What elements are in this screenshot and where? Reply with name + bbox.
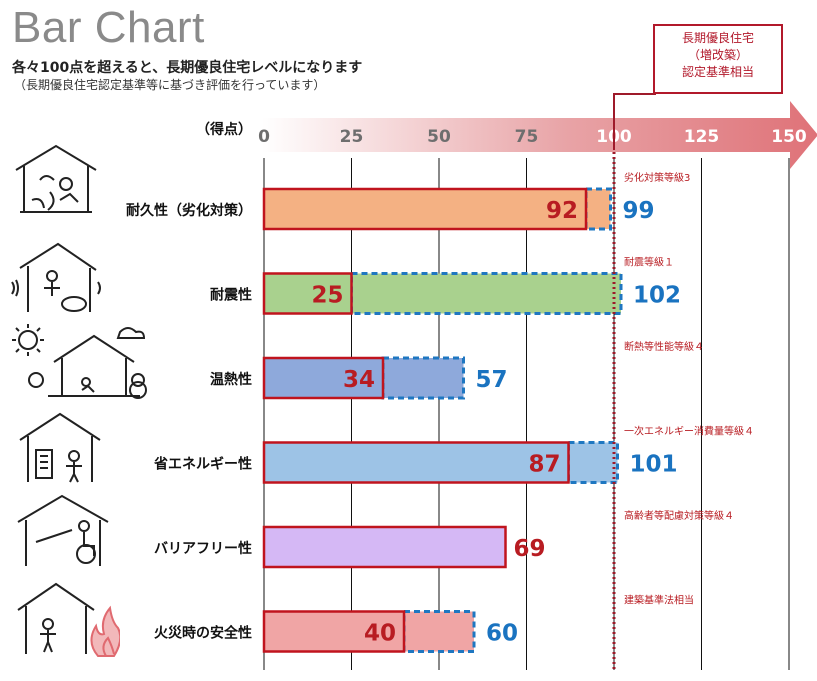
improved-value-label: 57 [476,367,508,393]
house-energy-icon [19,412,101,483]
category-label: 火災時の安全性 [154,625,252,642]
category-label: 耐久性（劣化対策） [126,202,252,219]
existing-bar [262,525,507,569]
improved-value-label: 101 [630,452,678,478]
house-fire-icon [17,582,120,657]
improved-bar [350,272,623,315]
standard-label: 断熱等性能等級４ [624,340,704,353]
callout-line: 長期優良住宅 [681,31,754,45]
tick-label: 0 [258,127,270,147]
standard-label: 建築基準法相当 [624,594,694,607]
axis-arrow [262,101,817,169]
callout-connector [613,93,656,150]
chart-note: （長期優良住宅認定基準等に基づき評価を行っています） [14,78,326,92]
value-label: 25 [311,283,343,309]
value-label: 40 [364,621,396,647]
improved-value-label: 102 [633,283,681,309]
standard-label: 劣化対策等級3 [624,171,690,184]
category-label: 省エネルギー性 [153,456,252,473]
tick-label: 150 [771,127,807,147]
house-decay-icon [15,144,97,213]
standard-label: 一次エネルギー消費量等級４ [624,425,754,438]
improved-value-label: 99 [623,198,655,224]
value-label: 92 [546,198,578,224]
improved-bar [381,356,465,400]
existing-bar [262,356,385,400]
tick-label: 25 [340,127,364,147]
existing-bar [262,441,570,484]
axis-title: （得点） [196,121,252,138]
standard-label: 耐震等級１ [624,256,674,269]
standard-label: 高齢者等配慮対策等級４ [624,509,734,522]
value-label: 34 [343,367,375,393]
threshold-callout: 長期優良住宅 （増改築） 認定基準相当 [653,24,783,94]
house-weather-icon [12,324,147,399]
existing-bar [262,272,353,315]
existing-bar [262,610,406,653]
category-label: バリアフリー性 [154,540,252,557]
category-label: 耐震性 [210,287,252,304]
house-earthquake-icon [11,242,101,312]
improved-bar [567,441,619,484]
chart-title: Bar Chart [12,3,205,52]
improved-value-label: 60 [486,621,518,647]
improved-bar [402,610,476,653]
value-label: 69 [514,536,546,562]
improved-bar [584,187,612,231]
house-wheelchair-icon [17,494,109,566]
tick-label: 50 [427,127,451,147]
tick-label: 125 [684,127,720,147]
existing-bar [262,187,588,231]
chart-subtitle: 各々100点を超えると、長期優良住宅レベルになります [12,60,363,76]
tick-label: 75 [515,127,539,147]
value-label: 87 [528,452,560,478]
callout-line: 認定基準相当 [681,65,754,79]
callout-line: （増改築） [687,48,748,62]
category-label: 温熱性 [210,371,252,388]
